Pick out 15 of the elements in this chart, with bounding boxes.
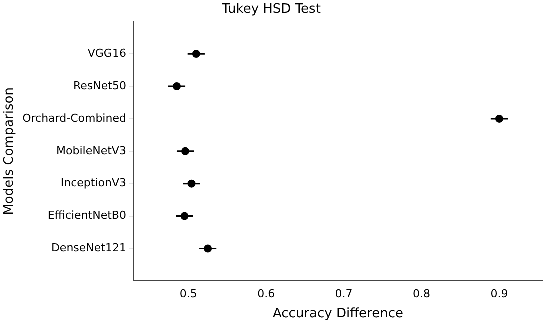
y-axis-title: Models Comparison [2,88,18,216]
y-tick-label: MobileNetV3 [56,144,126,158]
y-tick-label: VGG16 [88,46,126,60]
x-tick-label: 0.8 [413,288,431,301]
x-tick-label: 0.5 [180,288,198,301]
y-tick-label: ResNet50 [73,79,126,92]
x-tick-label: 0.7 [335,288,353,301]
y-tick-label: InceptionV3 [60,176,126,190]
y-tick-label: Orchard-Combined [22,112,126,125]
y-tick-label: EfficientNetB0 [48,209,126,222]
y-tick-label: DenseNet121 [51,242,126,255]
x-tick-label: 0.9 [490,288,508,301]
chart-title: Tukey HSD Test [221,2,321,18]
x-tick-label: 0.6 [258,288,276,301]
x-axis-title: Accuracy Difference [272,306,404,322]
